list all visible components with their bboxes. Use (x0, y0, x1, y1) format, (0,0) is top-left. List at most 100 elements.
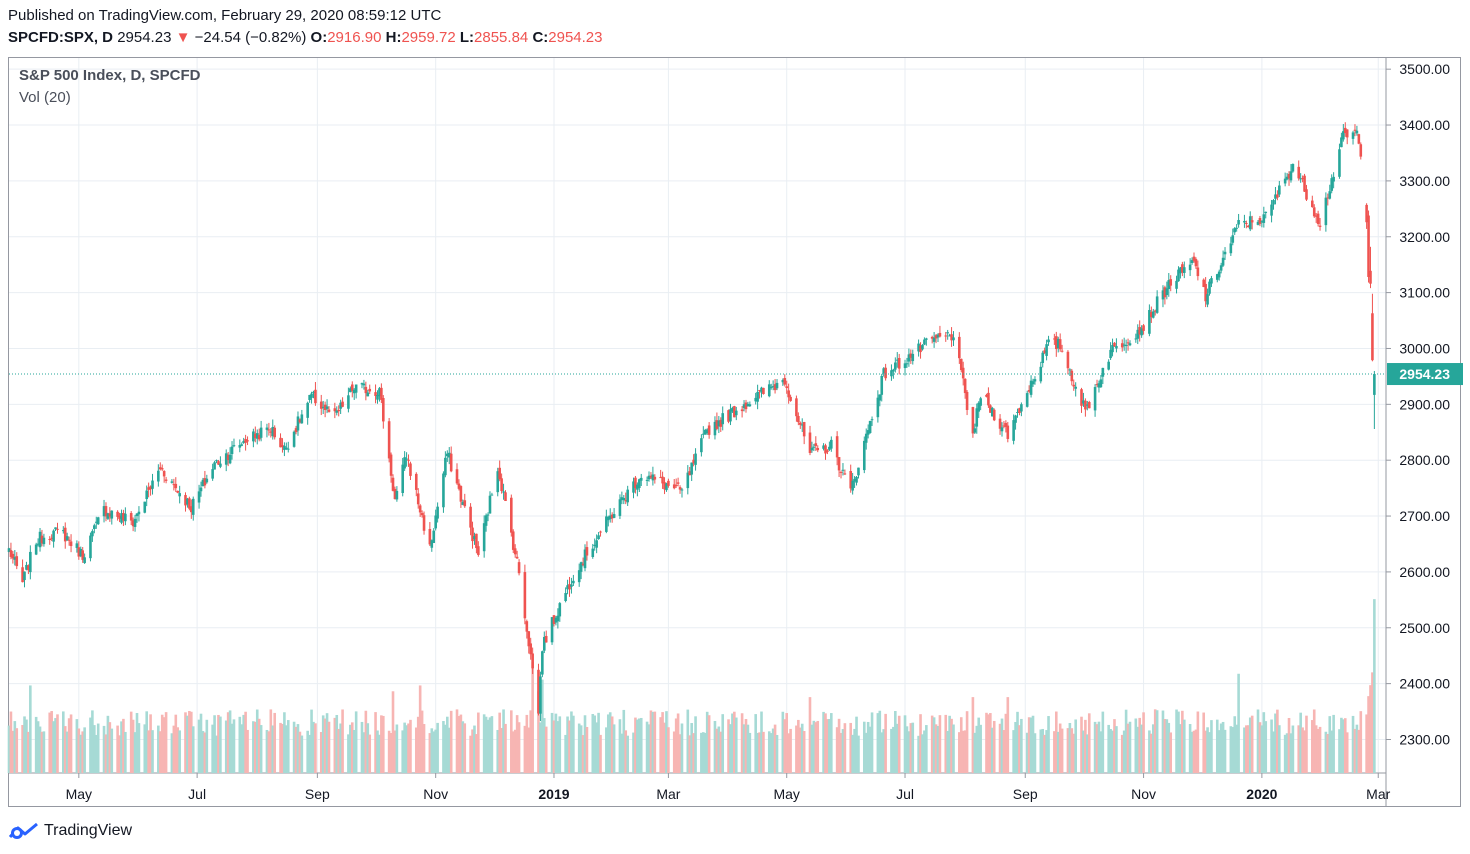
candle-body[interactable] (215, 460, 218, 462)
candle-body[interactable] (1235, 227, 1238, 229)
candle-body[interactable] (246, 440, 249, 442)
candle-body[interactable] (992, 409, 996, 421)
candle-body[interactable] (1084, 400, 1087, 410)
candle-body[interactable] (748, 404, 752, 407)
candle-body[interactable] (606, 517, 610, 521)
candle-body[interactable] (38, 531, 42, 548)
candle-body[interactable] (880, 375, 884, 395)
candle-body[interactable] (758, 390, 761, 392)
candle-body[interactable] (1351, 132, 1355, 139)
candle-body[interactable] (238, 445, 242, 448)
candle-body[interactable] (432, 530, 436, 544)
candle-body[interactable] (808, 432, 812, 453)
candle-body[interactable] (469, 506, 472, 528)
candle-body[interactable] (975, 408, 979, 427)
candle-body[interactable] (830, 439, 833, 449)
candle-body[interactable] (354, 384, 358, 393)
candle-body[interactable] (203, 478, 207, 486)
candle-body[interactable] (1283, 178, 1287, 184)
candle-body[interactable] (727, 410, 730, 422)
candle-body[interactable] (362, 383, 366, 386)
candle-body[interactable] (566, 585, 569, 590)
candle-body[interactable] (678, 487, 682, 490)
candle-body[interactable] (145, 490, 148, 500)
candle-body[interactable] (550, 617, 554, 643)
candle-body[interactable] (1136, 329, 1140, 339)
candle-body[interactable] (197, 491, 201, 503)
candle-body[interactable] (1355, 130, 1359, 134)
candle-body[interactable] (783, 378, 787, 385)
candle-body[interactable] (853, 478, 856, 482)
candle-body[interactable] (857, 467, 860, 476)
candle-body[interactable] (1029, 380, 1033, 395)
candle-body[interactable] (680, 489, 684, 491)
candle-body[interactable] (447, 452, 451, 458)
candle-body[interactable] (647, 475, 651, 480)
candle-body[interactable] (1163, 287, 1167, 298)
candle-body[interactable] (312, 391, 315, 393)
candle-body[interactable] (108, 513, 112, 517)
candle-body[interactable] (341, 401, 344, 407)
candle-body[interactable] (552, 615, 556, 625)
candle-body[interactable] (1206, 294, 1209, 305)
candle-body[interactable] (63, 527, 67, 542)
candle-body[interactable] (178, 493, 181, 497)
candle-body[interactable] (490, 494, 494, 496)
candle-body[interactable] (705, 429, 709, 434)
candle-body[interactable] (729, 409, 732, 422)
candle-body[interactable] (11, 553, 15, 559)
candle-body[interactable] (884, 367, 887, 379)
candle-body[interactable] (374, 392, 377, 396)
candle-body[interactable] (985, 394, 988, 397)
candle-body[interactable] (539, 676, 542, 714)
candle-body[interactable] (498, 467, 501, 480)
candle-body[interactable] (1095, 384, 1099, 386)
candle-body[interactable] (106, 513, 110, 519)
candle-body[interactable] (733, 406, 736, 418)
candle-body[interactable] (104, 506, 108, 517)
candle-body[interactable] (296, 416, 300, 431)
candle-body[interactable] (1231, 235, 1235, 243)
candle-body[interactable] (116, 511, 119, 517)
candle-body[interactable] (862, 440, 866, 471)
candle-body[interactable] (395, 490, 399, 500)
candle-body[interactable] (382, 398, 385, 422)
candle-body[interactable] (810, 447, 814, 451)
candle-body[interactable] (973, 428, 977, 433)
candle-body[interactable] (1233, 228, 1237, 233)
candle-body[interactable] (389, 454, 393, 476)
candle-body[interactable] (442, 473, 445, 508)
candle-body[interactable] (1371, 313, 1374, 361)
candle-body[interactable] (525, 621, 529, 632)
candle-body[interactable] (1204, 283, 1207, 302)
candle-body[interactable] (1316, 213, 1320, 224)
candle-body[interactable] (422, 515, 426, 531)
candle-body[interactable] (537, 669, 540, 714)
candle-body[interactable] (430, 540, 434, 548)
candle-body[interactable] (286, 448, 290, 450)
candle-body[interactable] (428, 528, 432, 545)
candle-body[interactable] (461, 502, 465, 505)
candle-body[interactable] (556, 615, 560, 622)
candle-body[interactable] (977, 402, 981, 412)
candle-body[interactable] (93, 525, 96, 530)
candle-body[interactable] (420, 513, 424, 516)
candle-body[interactable] (475, 533, 478, 549)
candle-body[interactable] (102, 506, 106, 517)
candle-body[interactable] (1177, 269, 1180, 282)
candle-body[interactable] (1194, 259, 1198, 267)
candle-body[interactable] (333, 408, 337, 412)
candle-body[interactable] (688, 471, 692, 476)
candle-body[interactable] (816, 447, 820, 451)
candle-body[interactable] (667, 480, 670, 486)
candle-body[interactable] (651, 474, 655, 481)
candle-body[interactable] (265, 427, 269, 430)
candle-body[interactable] (339, 402, 342, 409)
candle-body[interactable] (459, 486, 463, 502)
candle-body[interactable] (905, 363, 909, 365)
candle-body[interactable] (89, 535, 92, 559)
candle-body[interactable] (314, 389, 317, 404)
candle-body[interactable] (1020, 404, 1023, 412)
candle-body[interactable] (1192, 256, 1196, 261)
